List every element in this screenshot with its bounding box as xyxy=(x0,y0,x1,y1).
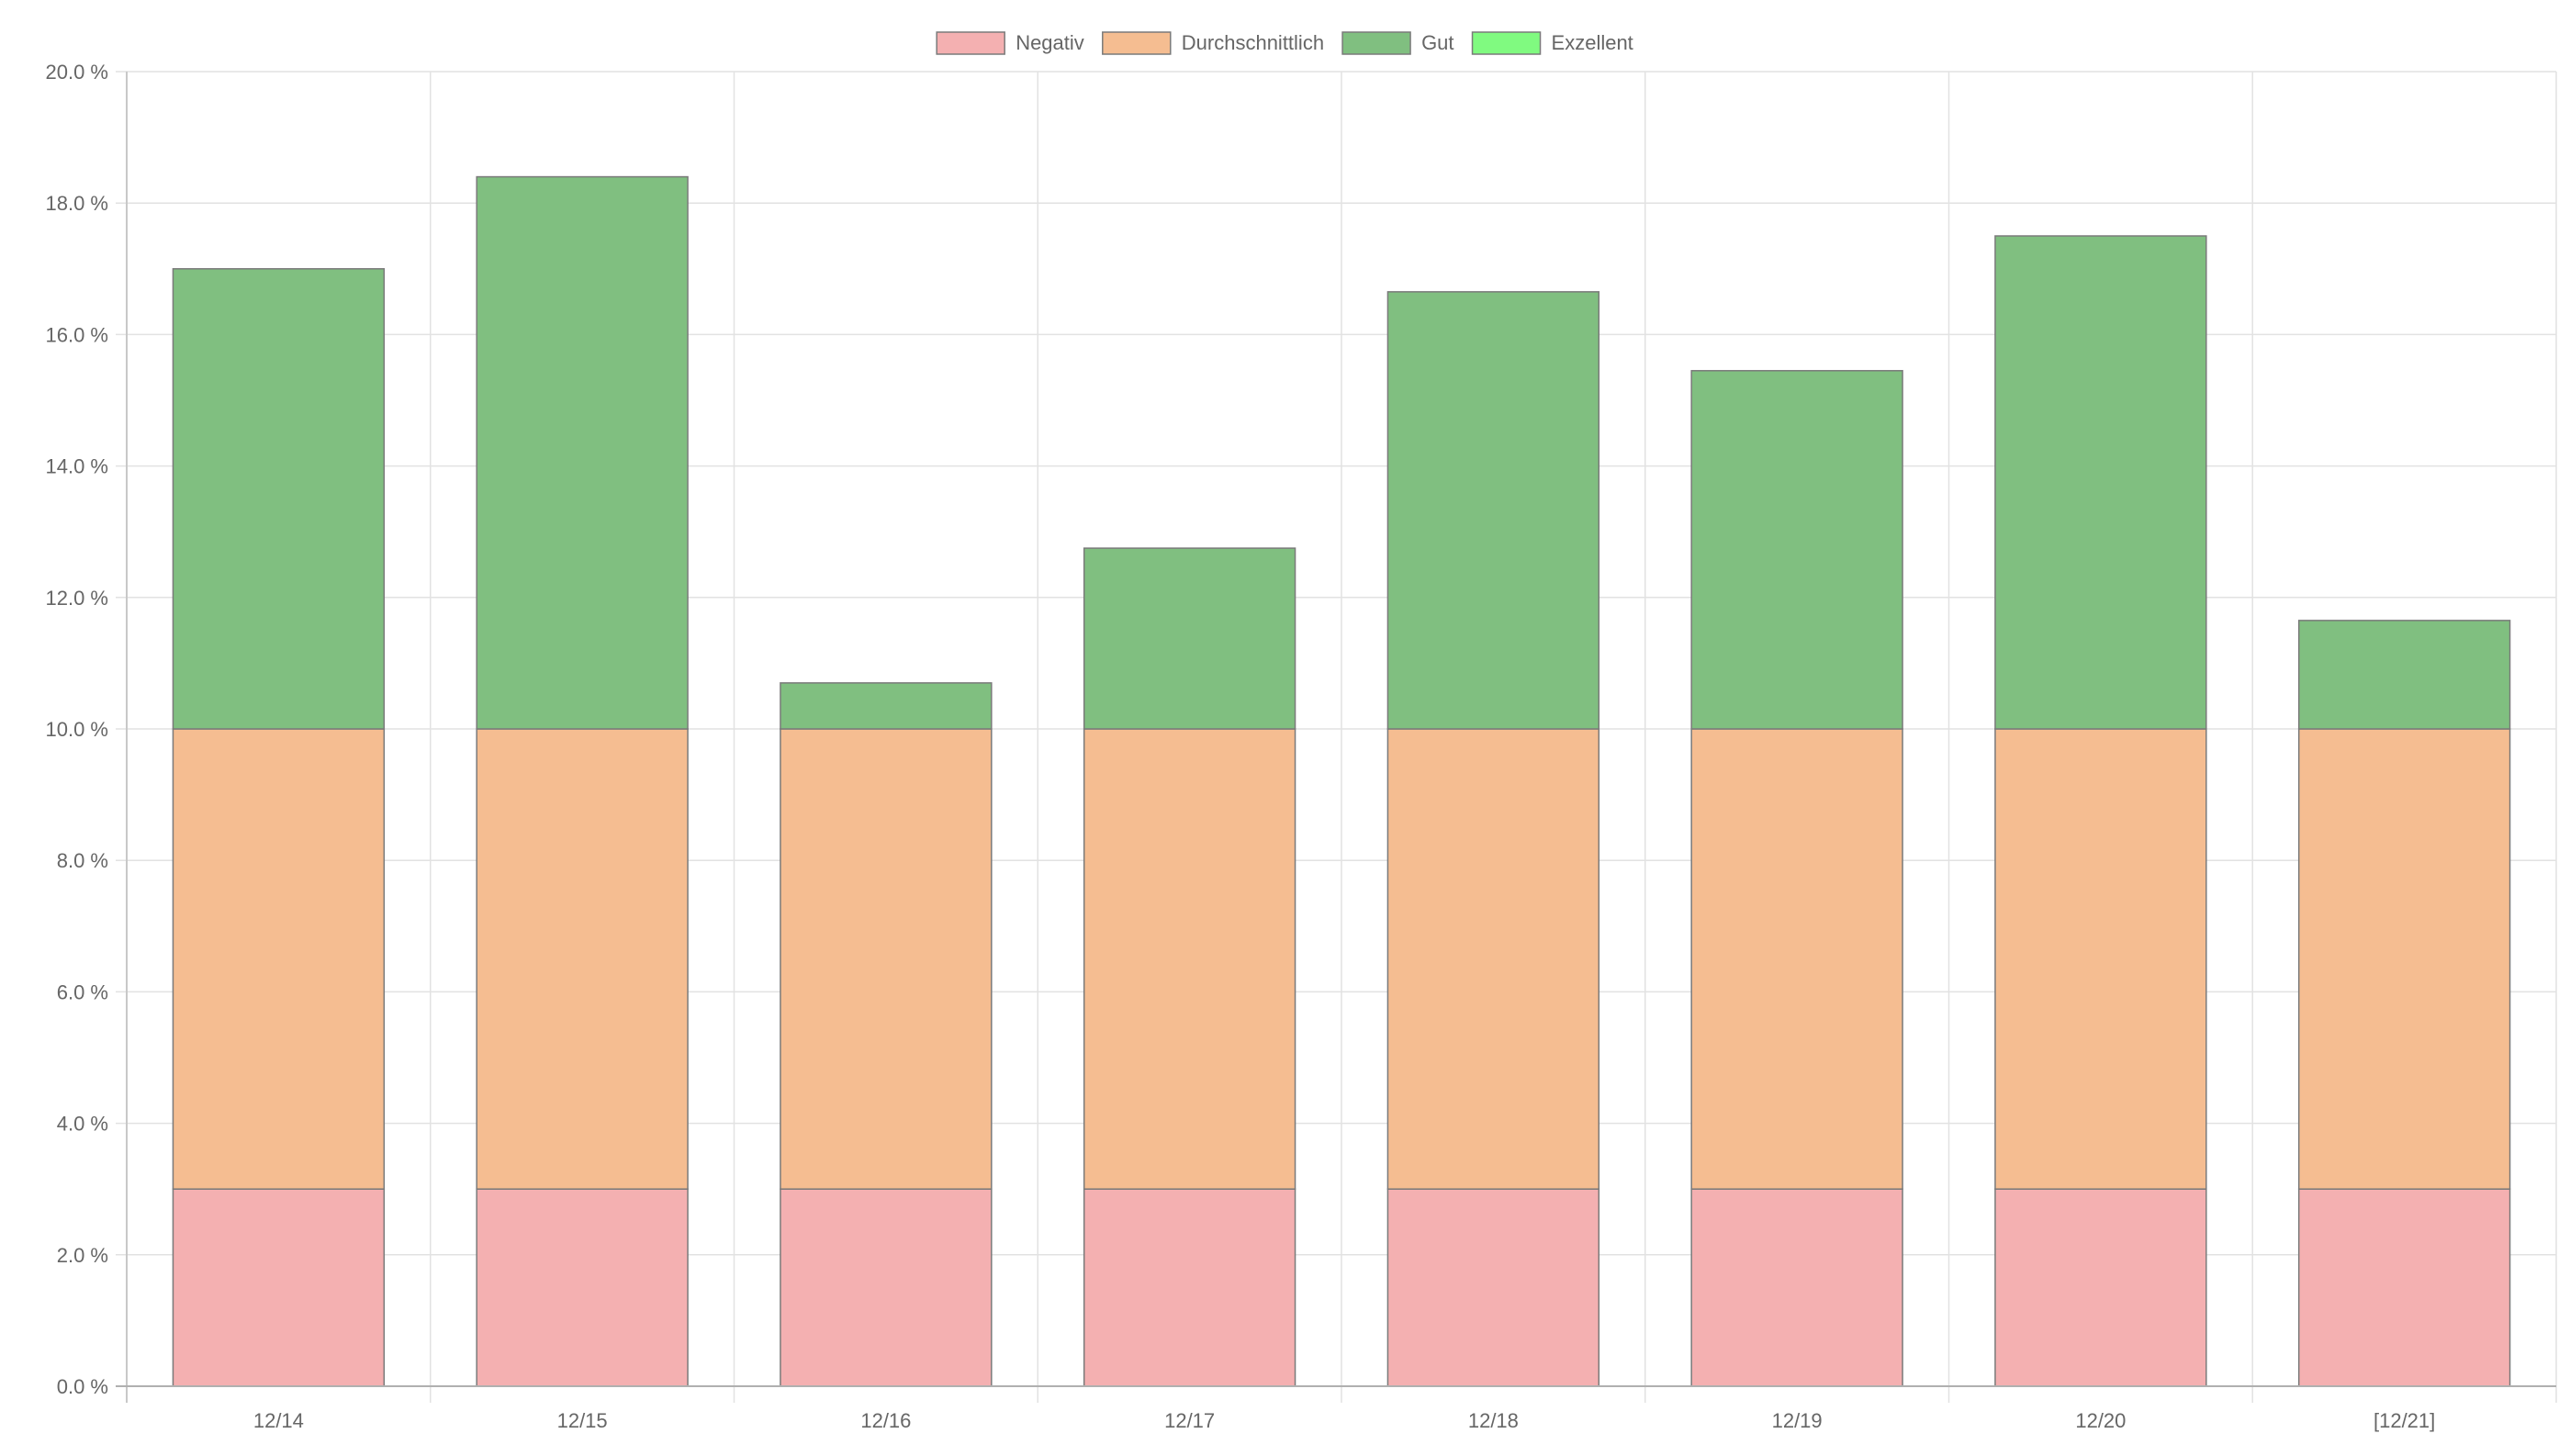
bar-negativ-6[interactable] xyxy=(1994,1188,2207,1387)
y-tick-label: 2.0 % xyxy=(57,1244,108,1267)
bar-negativ-2[interactable] xyxy=(780,1188,993,1387)
bar-gut-5[interactable] xyxy=(1690,370,1903,730)
y-tick-label: 20.0 % xyxy=(46,61,109,84)
y-tick-label: 4.0 % xyxy=(57,1113,108,1136)
x-tick-label: 12/18 xyxy=(1468,1409,1519,1432)
bar-gut-6[interactable] xyxy=(1994,235,2207,730)
chart-legend[interactable]: Negativ Durchschnittlich Gut Exzellent xyxy=(936,31,1633,55)
legend-swatch xyxy=(1102,31,1172,55)
x-tick-label: 12/15 xyxy=(557,1409,608,1432)
x-tick-label: 12/16 xyxy=(860,1409,911,1432)
bar-durchschnittlich-4[interactable] xyxy=(1386,728,1600,1190)
y-tick-label: 12.0 % xyxy=(46,587,109,610)
y-tick-label: 8.0 % xyxy=(57,849,108,872)
bar-negativ-3[interactable] xyxy=(1083,1188,1296,1387)
chart-bars xyxy=(172,175,2511,1387)
bar-negativ-5[interactable] xyxy=(1690,1188,1903,1387)
legend-swatch xyxy=(1471,31,1542,55)
legend-label: Durchschnittlich xyxy=(1182,31,1324,54)
legend-item-durchschnittlich[interactable]: Durchschnittlich xyxy=(1102,31,1324,55)
bar-gut-0[interactable] xyxy=(172,268,386,730)
y-tick-label: 18.0 % xyxy=(46,192,109,215)
bar-gut-7[interactable] xyxy=(2297,620,2511,730)
y-tick-label: 16.0 % xyxy=(46,323,109,346)
bar-gut-2[interactable] xyxy=(780,682,993,730)
legend-label: Negativ xyxy=(1016,31,1084,54)
bar-gut-4[interactable] xyxy=(1386,291,1600,730)
bar-durchschnittlich-0[interactable] xyxy=(172,728,386,1190)
legend-item-gut[interactable]: Gut xyxy=(1341,31,1454,55)
bar-gut-3[interactable] xyxy=(1083,547,1296,730)
x-axis-ticks: 12/14 12/15 12/16 12/17 12/18 12/19 12/20 [12/2… xyxy=(253,1409,2435,1432)
y-tick-label: 10.0 % xyxy=(46,718,109,741)
bar-negativ-1[interactable] xyxy=(476,1188,689,1387)
y-tick-label: 14.0 % xyxy=(46,455,109,478)
y-axis-ticks: 0.0 % 2.0 % 4.0 % 6.0 % 8.0 % 10.0 % 12.0 % 14.… xyxy=(46,61,109,1398)
x-tick-label: [12/21] xyxy=(2374,1409,2435,1432)
legend-label: Exzellent xyxy=(1552,31,1633,54)
legend-item-exzellent[interactable]: Exzellent xyxy=(1471,31,1633,55)
x-tick-label: 12/17 xyxy=(1164,1409,1215,1432)
bar-durchschnittlich-2[interactable] xyxy=(780,728,993,1190)
bar-durchschnittlich-6[interactable] xyxy=(1994,728,2207,1190)
bar-negativ-7[interactable] xyxy=(2297,1188,2511,1387)
bar-durchschnittlich-3[interactable] xyxy=(1083,728,1296,1190)
legend-label: Gut xyxy=(1421,31,1453,54)
legend-item-negativ[interactable]: Negativ xyxy=(936,31,1084,55)
y-tick-label: 6.0 % xyxy=(57,980,108,1003)
x-tick-label: 12/14 xyxy=(253,1409,304,1432)
bar-durchschnittlich-7[interactable] xyxy=(2297,728,2511,1190)
bar-negativ-4[interactable] xyxy=(1386,1188,1600,1387)
bar-durchschnittlich-5[interactable] xyxy=(1690,728,1903,1190)
bar-negativ-0[interactable] xyxy=(172,1188,386,1387)
bar-gut-1[interactable] xyxy=(476,175,689,730)
x-tick-label: 12/20 xyxy=(2075,1409,2126,1432)
bar-durchschnittlich-1[interactable] xyxy=(476,728,689,1190)
chart-axes xyxy=(116,72,2556,1403)
y-tick-label: 0.0 % xyxy=(57,1375,108,1398)
legend-swatch xyxy=(936,31,1005,55)
legend-swatch xyxy=(1341,31,1411,55)
x-tick-label: 12/19 xyxy=(1772,1409,1823,1432)
